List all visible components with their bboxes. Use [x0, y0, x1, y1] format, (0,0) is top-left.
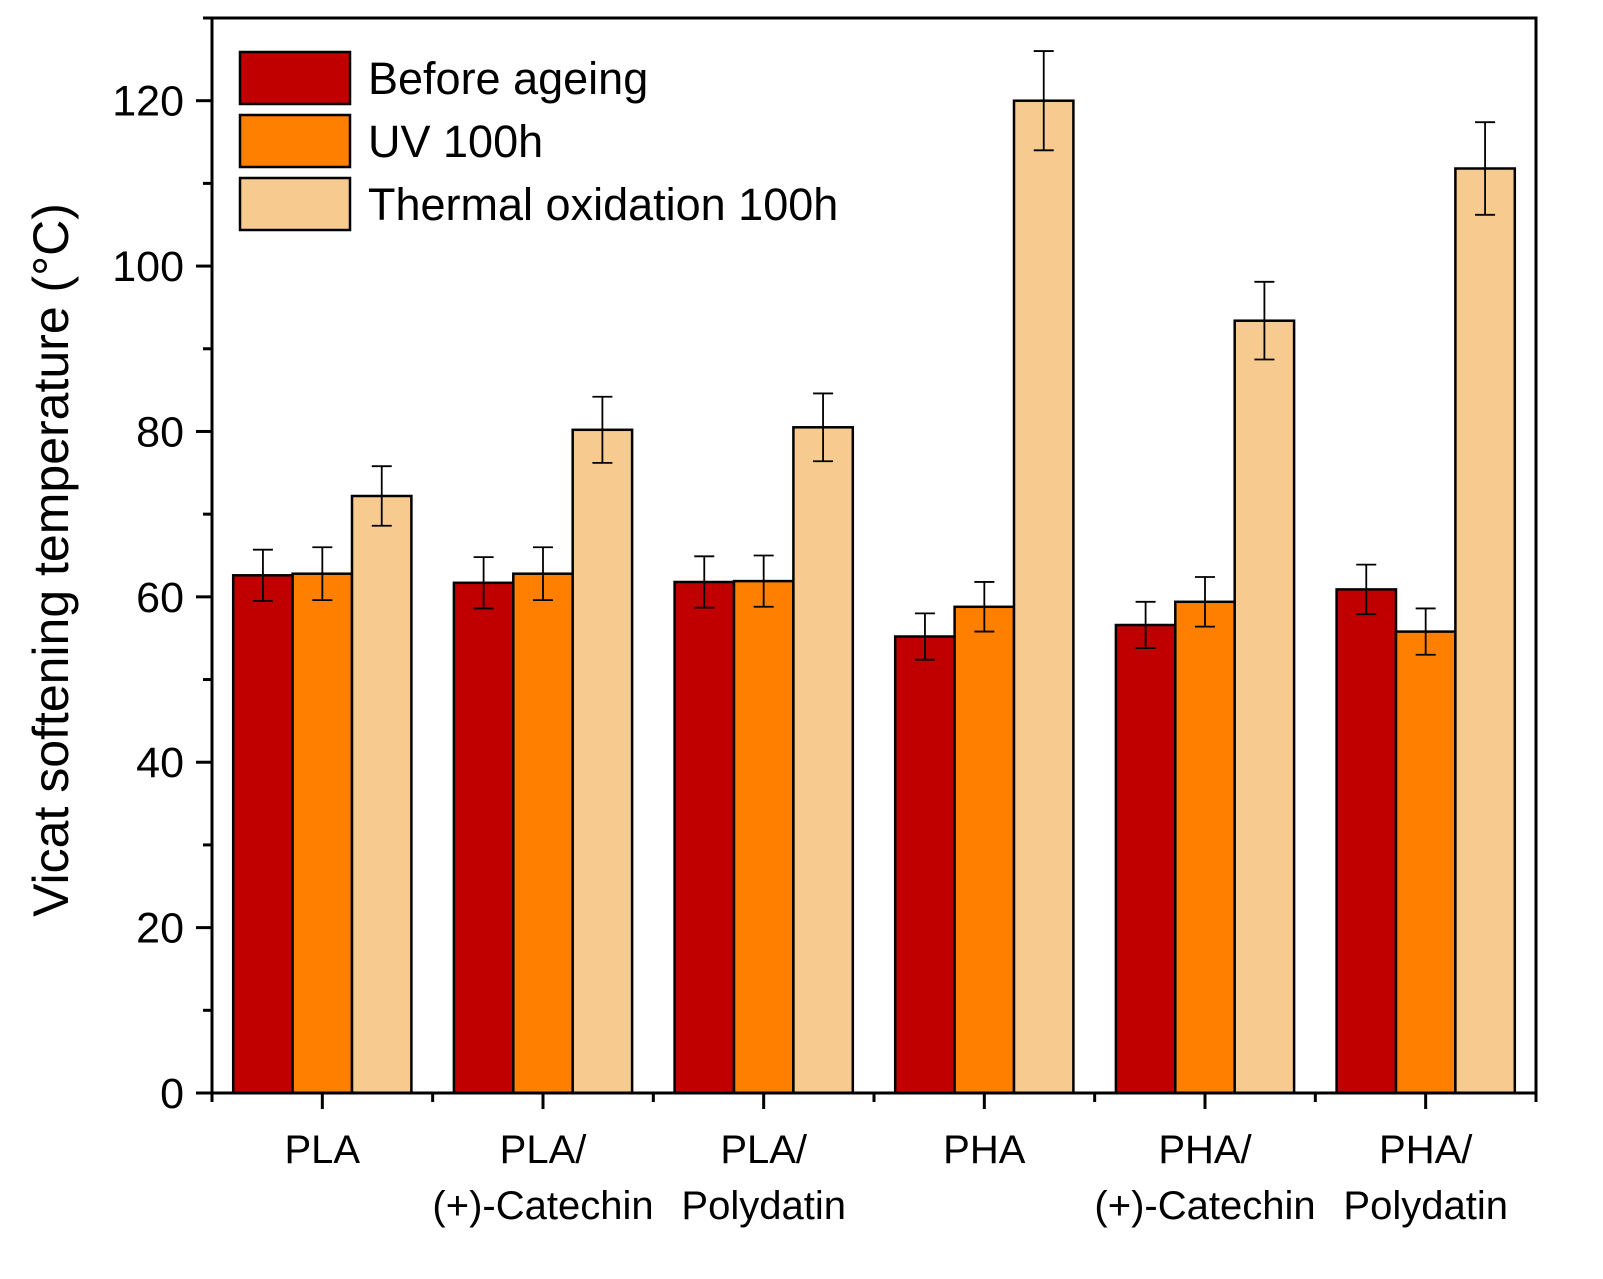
error-bar-1-6 — [1356, 563, 1377, 616]
bar-1-5 — [1114, 623, 1177, 1095]
bar-2-6 — [1394, 630, 1457, 1095]
bar-3-1 — [350, 494, 413, 1095]
y-tick-label: 40 — [136, 739, 184, 787]
x-tick-label: PLA — [284, 1128, 360, 1172]
x-tick-label: Polydatin — [681, 1184, 846, 1228]
bar-1-2 — [452, 581, 515, 1095]
error-bar-1-5 — [1135, 600, 1156, 650]
error-bar-2-3 — [753, 554, 774, 608]
error-bar-3-5 — [1254, 280, 1275, 361]
error-bar-2-4 — [974, 581, 995, 633]
legend-swatch — [238, 50, 352, 106]
error-bar-2-5 — [1195, 576, 1215, 628]
y-tick-label: 120 — [112, 78, 184, 126]
bar-3-3 — [792, 426, 855, 1095]
bars-layer — [231, 99, 1517, 1095]
legend-label: UV 100h — [368, 116, 543, 167]
error-bar-1-4 — [914, 612, 935, 661]
error-bar-1-3 — [694, 555, 715, 609]
legend-label: Thermal oxidation 100h — [368, 179, 838, 230]
bar-1-3 — [673, 580, 736, 1095]
y-tick-label: 60 — [136, 574, 184, 622]
bar-3-4 — [1012, 99, 1075, 1095]
x-tick-label: PHA/ — [1158, 1128, 1252, 1172]
x-tick-label: PHA — [943, 1128, 1026, 1172]
bar-2-3 — [732, 579, 795, 1095]
axes-layer: 0 20 40 60 80 100 120 PLA PLA/ (+)-Catechin PLA/Po… — [112, 16, 1538, 1228]
error-bar-1-2 — [473, 556, 494, 610]
x-tick-label: PHA/ — [1379, 1128, 1473, 1172]
error-bar-3-1 — [371, 465, 392, 527]
bar-1-1 — [231, 574, 294, 1095]
x-tick-label: (+)-Catechin — [1094, 1184, 1315, 1228]
error-bar-2-6 — [1415, 607, 1436, 656]
legend-swatch — [238, 176, 352, 232]
legend-item-2: UV 100h — [238, 113, 543, 169]
bar-2-4 — [953, 605, 1016, 1095]
x-tick-label: Polydatin — [1343, 1184, 1508, 1228]
error-bar-2-1 — [312, 546, 333, 602]
y-tick-label: 80 — [136, 408, 184, 456]
bar-1-4 — [893, 635, 956, 1095]
bar-2-2 — [512, 572, 574, 1095]
bar-3-5 — [1233, 319, 1296, 1095]
error-bar-3-3 — [813, 392, 834, 463]
error-bars-layer — [252, 50, 1496, 661]
y-axis-label: Vicat softening temperature (°C) — [23, 203, 79, 917]
error-bar-3-6 — [1475, 121, 1496, 216]
error-bar-1-1 — [252, 548, 273, 602]
bar-1-6 — [1335, 588, 1398, 1095]
legend: Before ageing UV 100h Thermal oxidation 10… — [238, 50, 838, 232]
legend-label: Before ageing — [368, 53, 648, 104]
y-tick-label: 0 — [160, 1070, 184, 1118]
y-tick-label: 100 — [112, 243, 184, 291]
bar-2-5 — [1174, 600, 1236, 1095]
x-tick-label: (+)-Catechin — [432, 1184, 653, 1228]
legend-swatch — [238, 113, 352, 169]
bar-2-1 — [291, 572, 354, 1095]
bar-3-2 — [571, 428, 634, 1095]
error-bar-3-4 — [1033, 50, 1054, 152]
x-tick-label: PLA/ — [500, 1128, 588, 1172]
legend-item-3: Thermal oxidation 100h — [238, 176, 838, 232]
bar-3-6 — [1454, 167, 1517, 1095]
error-bar-3-2 — [592, 395, 613, 464]
x-tick-label: PLA/ — [720, 1128, 808, 1172]
error-bar-2-2 — [533, 546, 553, 602]
legend-item-1: Before ageing — [238, 50, 648, 106]
y-tick-label: 20 — [136, 905, 184, 953]
